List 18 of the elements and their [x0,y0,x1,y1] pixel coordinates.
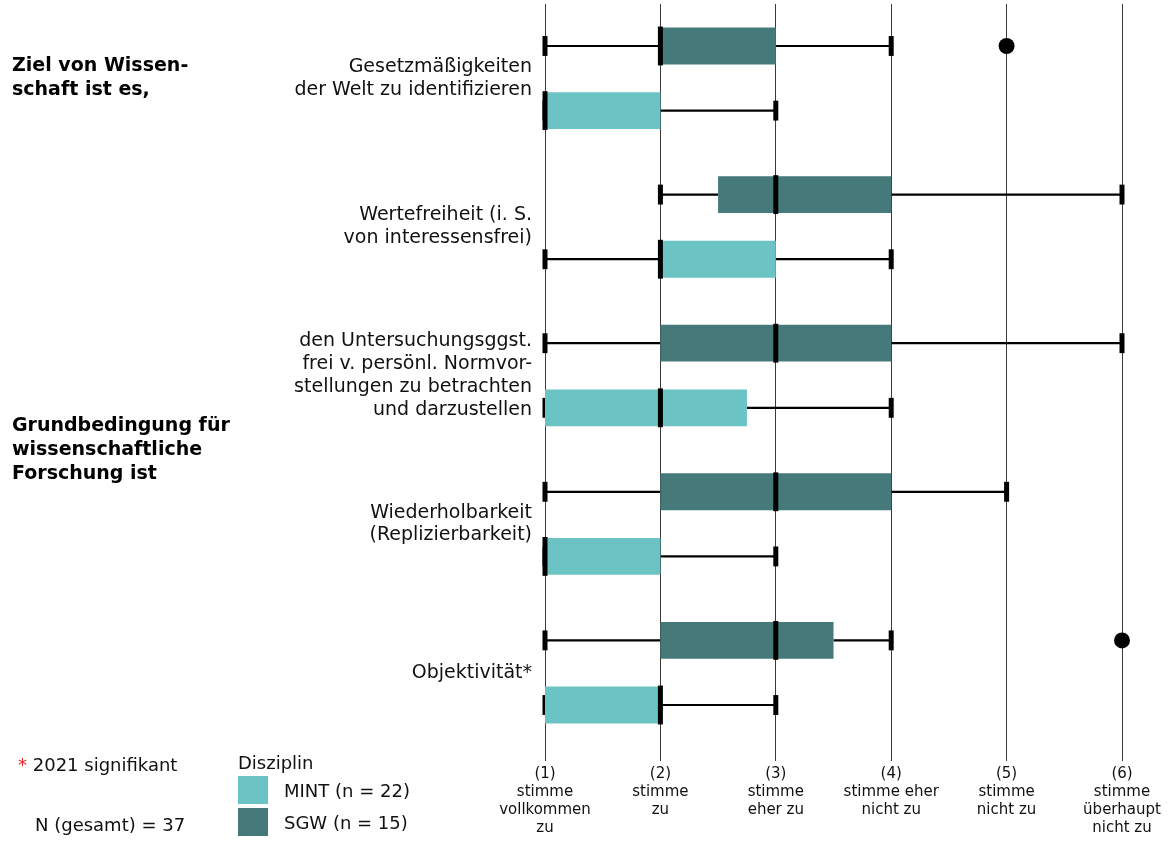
x-tick-label: (3) stimme eher zu [747,763,804,818]
y-tick-label: Gesetzmäßigkeiten der Welt zu identifizieren [294,53,532,99]
text: Grundbedingung für wissenschaftliche Forschung ist [12,412,231,483]
y-tick-label: Wertefreiheit (i. S. von interessensfrei) [343,202,532,248]
x-tick-label: (6) stimme überhaupt nicht zu [1083,763,1161,836]
legend-label: SGW (n = 15) [284,811,408,833]
legend-title: Disziplin [238,752,315,774]
text: Ziel von Wissen- schaft ist es, [12,53,189,100]
y-tick-label: den Untersuchungsggst. frei v. persönl. Normvor- stellungen zu betrachten und darzustellen [294,328,532,419]
x-tick-label: (2) stimme zu [632,763,689,818]
x-tick-label: (4) stimme eher nicht zu [843,763,940,818]
text: N (gesamt) = 37 [35,814,186,836]
legend-label: MINT (n = 22) [284,779,410,801]
y-tick-label: Wiederholbarkeit (Replizierbarkeit) [369,499,532,545]
x-tick-label: (1) stimme vollkommen zu [499,763,591,836]
x-tick-label: (5) stimme nicht zu [976,763,1037,818]
text: * 2021 signifikant [18,754,178,776]
y-tick-label: Objektivität* [411,659,532,682]
